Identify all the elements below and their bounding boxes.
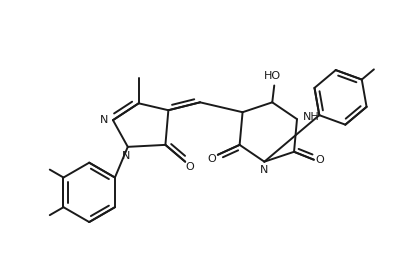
Text: O: O xyxy=(207,154,216,164)
Text: N: N xyxy=(260,165,268,175)
Text: NH: NH xyxy=(302,112,318,122)
Text: N: N xyxy=(100,115,108,125)
Text: O: O xyxy=(315,155,323,165)
Text: O: O xyxy=(185,162,194,172)
Text: N: N xyxy=(122,151,130,161)
Text: HO: HO xyxy=(263,70,280,81)
